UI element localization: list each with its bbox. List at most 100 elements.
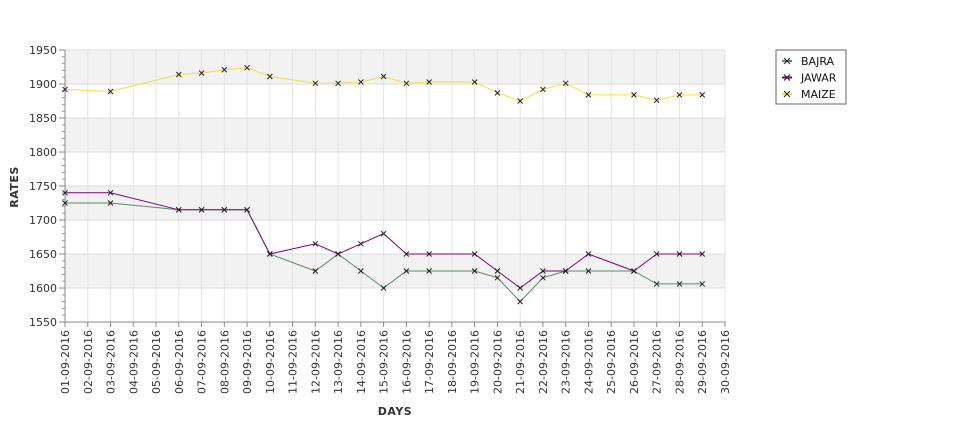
- x-tick-label: 11-09-2016: [287, 330, 300, 394]
- data-point-bajra: [676, 281, 683, 287]
- data-point-jawar: [380, 230, 387, 237]
- data-point-maize: [198, 70, 205, 76]
- data-point-jawar: [540, 268, 546, 274]
- x-tick-label: 04-09-2016: [127, 330, 140, 394]
- x-tick-label: 01-09-2016: [59, 330, 72, 394]
- y-tick-label: 1750: [29, 180, 57, 193]
- x-tick-label: 19-09-2016: [469, 330, 482, 394]
- y-tick-label: 1700: [29, 214, 57, 227]
- data-point-maize: [175, 71, 182, 78]
- data-point-bajra: [358, 268, 364, 274]
- data-point-jawar: [312, 240, 319, 247]
- data-point-maize: [517, 98, 524, 104]
- y-tick-label: 1550: [29, 316, 57, 329]
- y-axis-title: RATES: [8, 166, 21, 208]
- data-point-maize: [62, 86, 68, 93]
- data-point-jawar: [699, 251, 706, 257]
- background-band: [65, 152, 725, 186]
- background-band: [65, 50, 725, 84]
- data-point-bajra: [62, 200, 68, 206]
- x-tick-label: 20-09-2016: [491, 330, 504, 394]
- x-tick-label: 05-09-2016: [150, 330, 163, 394]
- data-point-jawar: [585, 251, 592, 257]
- legend-marker-bajra: [783, 57, 791, 65]
- x-tick-label: 13-09-2016: [332, 330, 345, 394]
- data-point-bajra: [699, 281, 706, 287]
- background-band: [65, 186, 725, 220]
- x-tick-label: 09-09-2016: [241, 330, 254, 394]
- data-point-bajra: [517, 298, 524, 305]
- y-tick-label: 1800: [29, 146, 57, 159]
- legend: BAJRA JAWAR MAIZE: [775, 49, 847, 105]
- data-point-bajra: [494, 274, 501, 281]
- data-point-maize: [631, 92, 637, 98]
- legend-marker-jawar: [783, 74, 791, 81]
- x-tick-label: 24-09-2016: [582, 330, 595, 394]
- data-point-bajra: [380, 285, 387, 291]
- data-point-bajra: [403, 268, 410, 274]
- data-point-bajra: [653, 281, 660, 287]
- x-tick-label: 06-09-2016: [173, 330, 186, 394]
- data-point-bajra: [107, 200, 114, 206]
- data-point-jawar: [175, 206, 182, 213]
- x-tick-label: 17-09-2016: [423, 330, 436, 394]
- data-point-maize: [221, 66, 228, 73]
- x-tick-label: 07-09-2016: [196, 330, 209, 394]
- series-markers: [62, 64, 706, 305]
- y-axis-ticks: 1550 1600 1650 1700 1750 1800 1850 1900 1950: [29, 44, 65, 329]
- data-point-jawar: [676, 251, 683, 257]
- data-point-maize: [494, 89, 501, 96]
- background-band: [65, 118, 725, 152]
- x-axis-title: DAYS: [378, 405, 412, 418]
- data-point-jawar: [62, 189, 68, 196]
- x-tick-label: 29-09-2016: [696, 330, 709, 394]
- data-point-maize: [471, 79, 478, 85]
- y-tick-label: 1850: [29, 112, 57, 125]
- data-point-jawar: [471, 251, 478, 257]
- data-point-maize: [335, 80, 341, 87]
- x-tick-label: 23-09-2016: [560, 330, 573, 394]
- background-bands: [65, 50, 725, 322]
- horizontal-gridlines: [65, 49, 725, 323]
- data-point-bajra: [540, 274, 546, 281]
- y-tick-label: 1950: [29, 44, 57, 57]
- x-tick-label: 14-09-2016: [355, 330, 368, 394]
- data-point-bajra: [585, 268, 592, 274]
- data-point-maize: [380, 73, 387, 80]
- data-point-maize: [403, 80, 410, 87]
- data-point-jawar: [221, 206, 228, 213]
- x-tick-label: 26-09-2016: [628, 330, 641, 394]
- data-point-maize: [312, 80, 319, 87]
- x-axis-ticks: 01-09-2016 02-09-2016 03-09-2016 04-09-2016…: [59, 322, 732, 394]
- x-tick-label: 25-09-2016: [605, 330, 618, 394]
- background-band: [65, 84, 725, 118]
- data-point-maize: [562, 80, 569, 87]
- data-point-maize: [699, 92, 706, 98]
- data-point-bajra: [426, 268, 432, 274]
- x-tick-label: 28-09-2016: [673, 330, 686, 394]
- x-tick-label: 10-09-2016: [264, 330, 277, 394]
- data-point-bajra: [312, 268, 319, 274]
- data-point-jawar: [653, 251, 660, 257]
- data-point-jawar: [426, 251, 432, 257]
- data-point-jawar: [517, 285, 524, 291]
- background-band: [65, 288, 725, 322]
- data-point-maize: [676, 92, 683, 98]
- x-tick-label: 08-09-2016: [218, 330, 231, 394]
- data-point-jawar: [562, 268, 569, 274]
- x-tick-label: 27-09-2016: [651, 330, 664, 394]
- data-point-maize: [540, 86, 546, 93]
- x-tick-label: 16-09-2016: [400, 330, 413, 394]
- data-point-jawar: [198, 206, 205, 213]
- legend-label-maize: MAIZE: [801, 88, 836, 101]
- data-point-jawar: [107, 189, 114, 196]
- x-tick-label: 12-09-2016: [309, 330, 322, 394]
- data-point-jawar: [266, 251, 273, 257]
- x-tick-label: 03-09-2016: [105, 330, 118, 394]
- data-point-jawar: [244, 206, 250, 213]
- x-tick-label: 30-09-2016: [719, 330, 732, 394]
- x-tick-label: 21-09-2016: [514, 330, 527, 394]
- legend-label-jawar: JAWAR: [800, 72, 837, 85]
- data-point-maize: [107, 88, 114, 95]
